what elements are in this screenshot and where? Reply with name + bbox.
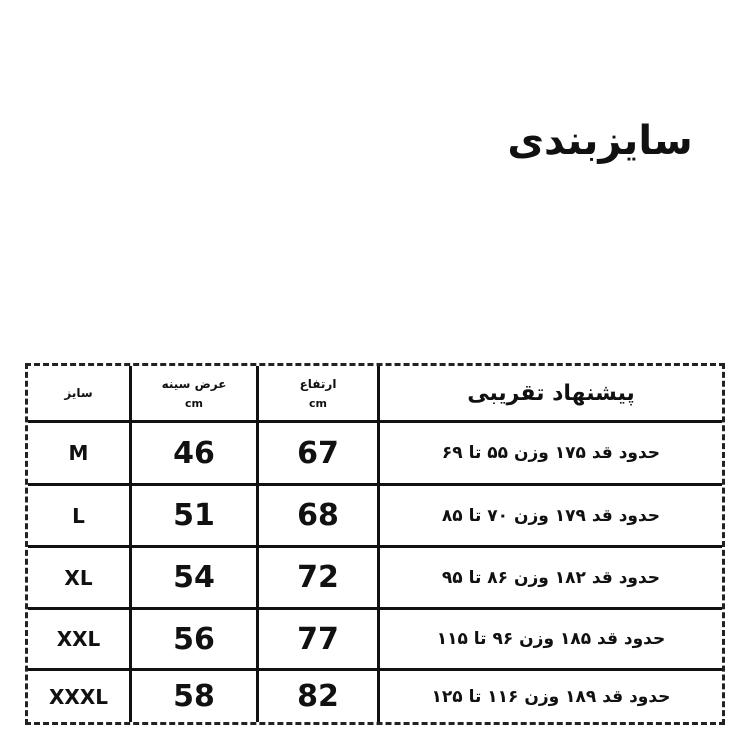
height-value: 82: [297, 679, 339, 714]
chest-width-value: 54: [173, 560, 215, 595]
suggestion-text: حدود قد ۱۷۵ وزن ۵۵ تا ۶۹: [441, 443, 661, 463]
table-row: حدود قد ۱۸۲ وزن ۸۶ تا ۹۵ 72 54 XL: [28, 545, 722, 607]
height-cell: 77: [259, 610, 380, 668]
header-chest-width: عرض سینه cm: [132, 366, 259, 420]
size-value: XXL: [56, 627, 101, 651]
table-header-row: پیشنهاد تقریبی ارتفاع cm عرض سینه cm سای…: [28, 366, 722, 420]
height-cell: 72: [259, 548, 380, 607]
header-size-label: سایز: [64, 386, 93, 400]
table-row: حدود قد ۱۷۹ وزن ۷۰ تا ۸۵ 68 51 L: [28, 483, 722, 545]
header-suggestion-label: پیشنهاد تقریبی: [467, 380, 635, 406]
chest-width-value: 51: [173, 498, 215, 533]
suggestion-cell: حدود قد ۱۷۹ وزن ۷۰ تا ۸۵: [380, 486, 722, 545]
chest-width-cell: 46: [132, 423, 259, 483]
header-chest-width-unit: cm: [185, 396, 203, 410]
height-cell: 67: [259, 423, 380, 483]
size-cell: L: [28, 486, 132, 545]
suggestion-text: حدود قد ۱۷۹ وزن ۷۰ تا ۸۵: [441, 505, 661, 526]
chest-width-cell: 56: [132, 610, 259, 668]
suggestion-text: حدود قد ۱۸۵ وزن ۹۶ تا ۱۱۵: [436, 629, 666, 649]
header-suggestion: پیشنهاد تقریبی: [380, 366, 722, 420]
size-value: XXXL: [48, 684, 108, 709]
height-cell: 68: [259, 486, 380, 545]
height-value: 77: [297, 621, 339, 657]
suggestion-cell: حدود قد ۱۸۹ وزن ۱۱۶ تا ۱۲۵: [380, 671, 722, 722]
height-value: 68: [297, 498, 339, 533]
size-chart-table: پیشنهاد تقریبی ارتفاع cm عرض سینه cm سای…: [25, 363, 725, 725]
chest-width-value: 46: [173, 435, 215, 471]
suggestion-cell: حدود قد ۱۷۵ وزن ۵۵ تا ۶۹: [380, 423, 722, 483]
suggestion-cell: حدود قد ۱۸۲ وزن ۸۶ تا ۹۵: [380, 548, 722, 607]
header-size: سایز: [28, 366, 132, 420]
size-cell: XL: [28, 548, 132, 607]
table-row: حدود قد ۱۸۵ وزن ۹۶ تا ۱۱۵ 77 56 XXL: [28, 607, 722, 668]
size-cell: XXL: [28, 610, 132, 668]
header-height: ارتفاع cm: [259, 366, 380, 420]
size-cell: M: [28, 423, 132, 483]
suggestion-cell: حدود قد ۱۸۵ وزن ۹۶ تا ۱۱۵: [380, 610, 722, 668]
size-value: M: [68, 441, 89, 465]
table-row: حدود قد ۱۷۵ وزن ۵۵ تا ۶۹ 67 46 M: [28, 420, 722, 483]
height-cell: 82: [259, 671, 380, 722]
chest-width-cell: 58: [132, 671, 259, 722]
size-cell: XXXL: [28, 671, 132, 722]
chest-width-cell: 54: [132, 548, 259, 607]
suggestion-text: حدود قد ۱۸۹ وزن ۱۱۶ تا ۱۲۵: [431, 686, 671, 707]
table-row: حدود قد ۱۸۹ وزن ۱۱۶ تا ۱۲۵ 82 58 XXXL: [28, 668, 722, 722]
chest-width-value: 58: [173, 679, 215, 714]
page-title: سایزبندی: [507, 118, 693, 164]
height-value: 72: [297, 560, 339, 595]
header-height-unit: cm: [309, 396, 327, 410]
chest-width-cell: 51: [132, 486, 259, 545]
size-value: L: [72, 503, 85, 528]
header-chest-width-label: عرض سینه: [161, 376, 227, 391]
size-value: XL: [64, 565, 93, 590]
header-height-label: ارتفاع: [299, 376, 337, 391]
suggestion-text: حدود قد ۱۸۲ وزن ۸۶ تا ۹۵: [441, 567, 661, 588]
height-value: 67: [297, 435, 339, 471]
chest-width-value: 56: [173, 621, 215, 657]
